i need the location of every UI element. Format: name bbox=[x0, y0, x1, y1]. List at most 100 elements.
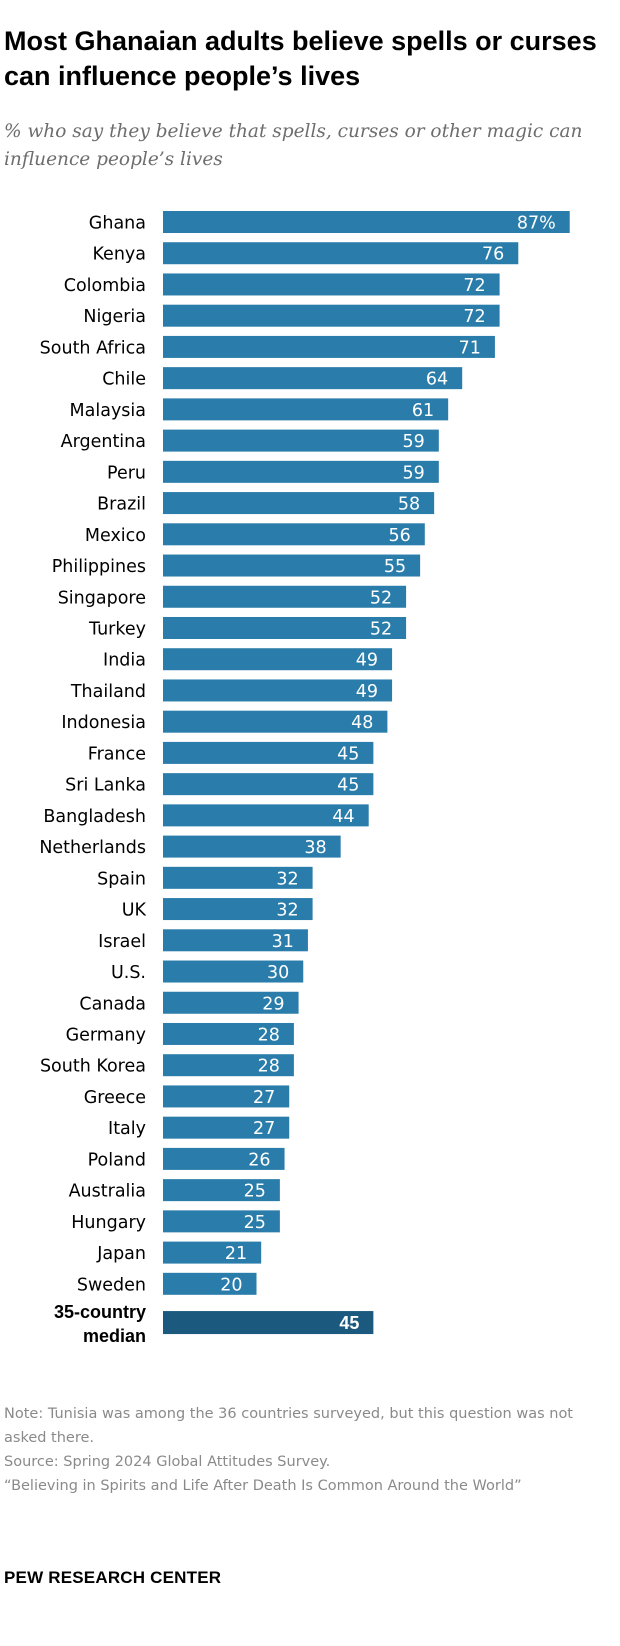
value-label: 32 bbox=[276, 901, 298, 921]
bar-brazil bbox=[163, 492, 435, 515]
value-label: 64 bbox=[426, 370, 448, 390]
category-label: Ghana bbox=[89, 214, 146, 234]
category-label: Malaysia bbox=[70, 401, 146, 421]
bar-canada bbox=[163, 991, 299, 1014]
category-label: U.S. bbox=[111, 963, 146, 983]
value-label: 87% bbox=[517, 214, 556, 234]
bar-germany bbox=[163, 1022, 294, 1045]
bar-u-s- bbox=[163, 960, 304, 983]
value-label: 21 bbox=[225, 1244, 247, 1264]
category-label: India bbox=[103, 651, 146, 671]
value-label: 28 bbox=[258, 1025, 280, 1045]
category-label: Sri Lanka bbox=[65, 776, 146, 796]
value-label: 29 bbox=[262, 994, 284, 1014]
category-label: Peru bbox=[107, 463, 146, 483]
category-label: Singapore bbox=[58, 588, 146, 608]
bar-peru bbox=[163, 460, 439, 483]
bar-hungary bbox=[163, 1210, 280, 1233]
value-label: 61 bbox=[412, 401, 434, 421]
bar-ghana bbox=[163, 211, 570, 233]
category-label: Israel bbox=[98, 932, 146, 952]
category-label: Nigeria bbox=[83, 307, 146, 327]
category-label: South Africa bbox=[40, 338, 146, 358]
category-label: Argentina bbox=[61, 432, 146, 452]
category-label: France bbox=[88, 744, 146, 764]
bar-argentina bbox=[163, 429, 439, 452]
bar-israel bbox=[163, 929, 308, 952]
bar-japan bbox=[163, 1241, 262, 1264]
value-label: 25 bbox=[244, 1213, 266, 1233]
footer-report: “Believing in Spirits and Life After Dea… bbox=[4, 1478, 522, 1494]
category-label: Brazil bbox=[97, 495, 146, 515]
value-label: 27 bbox=[253, 1119, 275, 1139]
bar-greece bbox=[163, 1085, 290, 1108]
bar-india bbox=[163, 648, 393, 671]
footer-note: Note: Tunisia was among the 36 countries… bbox=[4, 1406, 573, 1446]
category-label: Canada bbox=[79, 994, 146, 1014]
category-label: Mexico bbox=[85, 526, 146, 546]
bar-spain bbox=[163, 866, 313, 889]
bar-turkey bbox=[163, 616, 407, 639]
bar-philippines bbox=[163, 554, 421, 577]
category-label: Kenya bbox=[92, 245, 146, 265]
category-label: Netherlands bbox=[39, 838, 146, 858]
bar-italy bbox=[163, 1116, 290, 1139]
value-label: 48 bbox=[351, 713, 373, 733]
category-label: South Korea bbox=[40, 1057, 146, 1077]
chart-subtitle: % who say they believe that spells, curs… bbox=[4, 121, 583, 170]
bar-nigeria bbox=[163, 304, 500, 327]
value-label: 76 bbox=[482, 245, 504, 265]
category-label: Thailand bbox=[70, 682, 146, 702]
chart-title: Most Ghanaian adults believe spells or c… bbox=[4, 26, 597, 91]
value-label: 27 bbox=[253, 1088, 275, 1108]
bar-singapore bbox=[163, 585, 407, 608]
bar-indonesia bbox=[163, 710, 388, 733]
bar-chile bbox=[163, 367, 463, 390]
value-label: 28 bbox=[258, 1057, 280, 1077]
bar-colombia bbox=[163, 273, 500, 296]
category-label: Spain bbox=[97, 869, 146, 889]
bar-south-korea bbox=[163, 1054, 294, 1077]
value-label: 26 bbox=[248, 1150, 270, 1170]
bar-sri-lanka bbox=[163, 773, 374, 796]
value-label: 49 bbox=[356, 682, 378, 702]
bar-poland bbox=[163, 1147, 285, 1170]
bar-thailand bbox=[163, 679, 393, 702]
category-label: Colombia bbox=[64, 276, 146, 296]
category-label: Philippines bbox=[52, 557, 146, 577]
bar-netherlands bbox=[163, 835, 341, 858]
category-label: Hungary bbox=[71, 1213, 146, 1233]
bar-median bbox=[163, 1311, 374, 1335]
value-label: 49 bbox=[356, 651, 378, 671]
value-label: 30 bbox=[267, 963, 289, 983]
bar-sweden bbox=[163, 1272, 257, 1295]
category-label: Italy bbox=[108, 1119, 146, 1139]
value-label: 25 bbox=[244, 1182, 266, 1202]
category-label: Sweden bbox=[77, 1275, 146, 1295]
value-label: 32 bbox=[276, 869, 298, 889]
bar-chart: Ghana 87% Kenya 76 Colombia 72 Nigeria 72 South … bbox=[39, 211, 570, 1346]
value-label: 55 bbox=[384, 557, 406, 577]
median-label-line1: 35-country bbox=[54, 1302, 146, 1322]
bar-france bbox=[163, 741, 374, 764]
value-label: 58 bbox=[398, 495, 420, 515]
value-label: 38 bbox=[304, 838, 326, 858]
value-label: 71 bbox=[459, 338, 481, 358]
bar-mexico bbox=[163, 523, 425, 546]
bar-australia bbox=[163, 1179, 280, 1202]
value-label: 59 bbox=[403, 463, 425, 483]
category-label: Australia bbox=[69, 1182, 146, 1202]
category-label: Turkey bbox=[88, 619, 146, 639]
category-label: Greece bbox=[84, 1088, 146, 1108]
value-label: 72 bbox=[463, 276, 485, 296]
median-value-label: 45 bbox=[339, 1313, 359, 1333]
category-label: Japan bbox=[96, 1244, 146, 1264]
bar-uk bbox=[163, 898, 313, 921]
value-label: 56 bbox=[389, 526, 411, 546]
bar-south-africa bbox=[163, 335, 495, 358]
value-label: 52 bbox=[370, 619, 392, 639]
category-label: Indonesia bbox=[61, 713, 146, 733]
bar-malaysia bbox=[163, 398, 449, 421]
category-label: UK bbox=[122, 901, 147, 921]
value-label: 44 bbox=[332, 807, 354, 827]
